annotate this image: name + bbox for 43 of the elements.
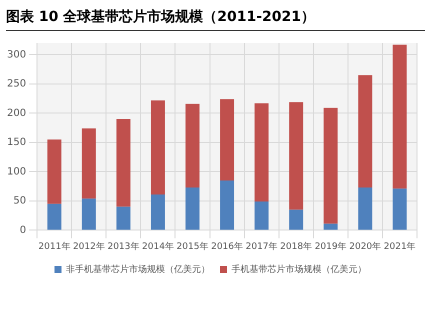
bar bbox=[82, 198, 96, 230]
y-tick-label: 50 bbox=[13, 196, 26, 207]
y-tick-label: 100 bbox=[6, 166, 26, 178]
bar bbox=[47, 140, 62, 204]
bar bbox=[116, 206, 130, 230]
x-tick-label: 2014年 bbox=[142, 240, 174, 252]
bar bbox=[254, 103, 269, 202]
y-tick-label: 250 bbox=[6, 78, 26, 90]
y-tick-label: 300 bbox=[6, 49, 26, 60]
bar bbox=[220, 99, 234, 180]
bar bbox=[150, 194, 165, 230]
x-tick-label: 2012年 bbox=[72, 240, 105, 252]
x-tick-label: 2020年 bbox=[349, 240, 382, 252]
bar bbox=[358, 75, 372, 188]
x-tick-label: 2018年 bbox=[280, 240, 312, 252]
bar bbox=[324, 108, 338, 224]
y-tick-label: 150 bbox=[6, 137, 26, 148]
x-tick-label: 2021年 bbox=[384, 240, 416, 252]
bar bbox=[186, 187, 200, 230]
bar bbox=[289, 102, 304, 210]
y-tick-label: 200 bbox=[6, 108, 26, 119]
bar bbox=[392, 188, 407, 230]
x-tick-label: 2016年 bbox=[211, 240, 243, 252]
x-tick-label: 2017年 bbox=[246, 240, 278, 252]
y-tick-label: 0 bbox=[20, 224, 26, 236]
bar bbox=[324, 224, 338, 230]
legend-label: 非手机基带芯片市场规模（亿美元） bbox=[66, 264, 210, 275]
bar bbox=[150, 100, 165, 195]
bar bbox=[289, 210, 304, 230]
bar bbox=[220, 180, 234, 230]
x-tick-label: 2019年 bbox=[314, 240, 347, 252]
bar bbox=[116, 119, 130, 207]
x-tick-label: 2015年 bbox=[176, 240, 208, 252]
bar bbox=[392, 44, 407, 189]
x-tick-label: 2011年 bbox=[38, 240, 70, 252]
bar bbox=[254, 202, 269, 230]
bar bbox=[82, 128, 96, 199]
bar bbox=[358, 187, 372, 230]
bar bbox=[186, 104, 200, 188]
x-tick-label: 2013年 bbox=[107, 240, 140, 252]
legend-label: 手机基带芯片市场规模（亿美元） bbox=[232, 264, 366, 275]
chart-title: 图表 10 全球基带芯片市场规模（2011-2021） bbox=[6, 8, 425, 31]
bar bbox=[47, 204, 62, 230]
